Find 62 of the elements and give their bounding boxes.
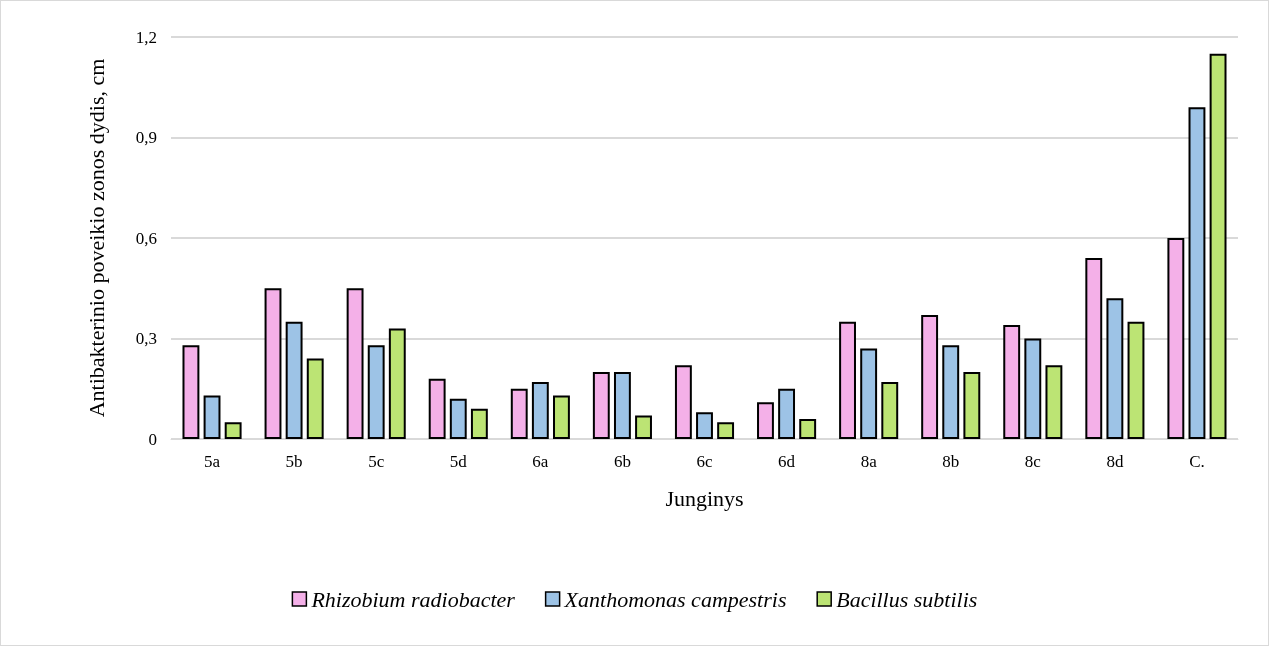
legend-label: Rhizobium radiobacter — [310, 586, 516, 612]
bar — [1085, 258, 1103, 439]
bar — [449, 398, 467, 439]
legend-label: Bacillus subtilis — [836, 586, 978, 612]
bar — [1106, 298, 1124, 439]
bar — [306, 358, 324, 439]
bar — [510, 388, 528, 439]
bar — [203, 395, 221, 439]
bar — [881, 382, 899, 439]
x-tick-label: 8b — [942, 452, 960, 471]
bar — [346, 288, 364, 439]
bar — [942, 345, 960, 439]
y-tick-label: 0,6 — [135, 228, 157, 248]
x-tick-label: 5a — [204, 452, 221, 471]
x-tick-label: C. — [1189, 452, 1205, 471]
bar — [553, 395, 570, 439]
x-tick-label: 6b — [613, 452, 631, 471]
x-tick-label: 5c — [368, 452, 385, 471]
y-tick-label: 0,9 — [135, 128, 157, 147]
bar — [224, 422, 242, 439]
bar — [757, 402, 774, 439]
x-tick-label: 6a — [532, 452, 549, 471]
y-tick-label: 0 — [148, 429, 157, 449]
bar — [592, 372, 610, 439]
bar — [428, 378, 446, 439]
x-axis-title: Junginys — [665, 485, 744, 511]
bar — [470, 408, 488, 439]
bar — [1003, 325, 1021, 439]
bar — [285, 321, 303, 439]
bar — [635, 415, 652, 439]
bar — [1127, 321, 1145, 439]
bar — [799, 418, 817, 439]
bar — [860, 348, 878, 439]
bar — [696, 412, 713, 439]
bar — [1045, 365, 1063, 439]
y-tick-label: 1,2 — [135, 27, 157, 47]
x-tick-label: 5b — [285, 452, 303, 471]
bar — [388, 328, 406, 439]
x-tick-label: 5d — [449, 452, 468, 471]
x-tick-label: 8a — [860, 452, 878, 471]
bar — [839, 321, 856, 439]
bar — [963, 372, 981, 439]
bar — [717, 422, 735, 439]
bar — [264, 288, 282, 439]
x-tick-label: 6c — [696, 452, 713, 471]
x-tick-label: 6d — [778, 452, 796, 471]
y-axis-title: Antibakterinio poveikio zonos dydis, cm — [83, 58, 109, 418]
bar — [182, 345, 200, 439]
x-tick-label: 8d — [1106, 452, 1124, 471]
bar — [1024, 338, 1042, 439]
bar — [921, 315, 939, 439]
bar — [531, 382, 549, 439]
y-tick-label: 0,3 — [135, 329, 157, 348]
bar — [1188, 107, 1206, 439]
x-tick-label: 8c — [1024, 452, 1042, 471]
bar — [367, 345, 385, 439]
bar — [1167, 238, 1185, 439]
bar — [613, 372, 631, 439]
bar — [778, 388, 796, 439]
legend-label: Xanthomonas campestris — [563, 586, 787, 612]
bar — [1209, 53, 1227, 439]
bar — [674, 365, 692, 439]
